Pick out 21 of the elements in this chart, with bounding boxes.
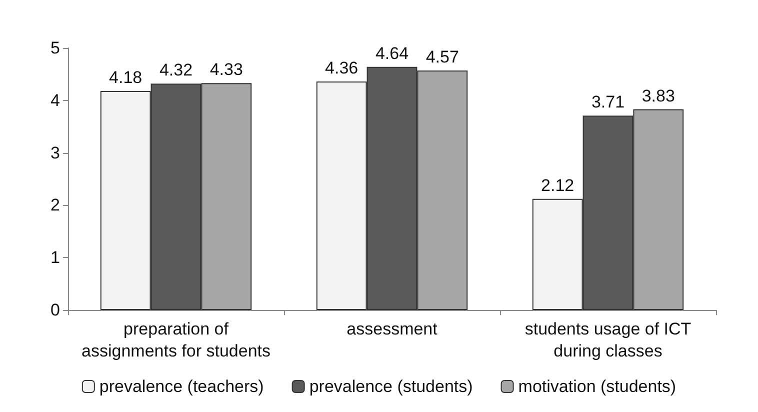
y-tick-label: 0 [50, 300, 60, 320]
data-label: 4.33 [210, 60, 243, 80]
x-tick-label: assessment [346, 320, 438, 338]
data-label: 2.12 [541, 176, 574, 195]
data-label: 4.36 [325, 58, 358, 78]
y-tick-label: 1 [50, 248, 60, 268]
x-tick-label: preparation of assignments for students [82, 320, 270, 360]
legend-label: prevalence (students) [309, 377, 473, 396]
data-label: 3.71 [591, 92, 625, 112]
data-label: 4.18 [109, 68, 142, 87]
data-label: 4.64 [375, 44, 409, 63]
y-tick-label: 4 [50, 90, 60, 110]
y-tick-label: 5 [50, 38, 60, 58]
data-label: 4.57 [426, 48, 459, 67]
y-tick-label: 2 [50, 196, 60, 215]
y-tick-label: 3 [50, 143, 60, 162]
legend-label: motivation (students) [518, 377, 676, 396]
legend-label: prevalence (teachers) [99, 377, 264, 396]
data-label: 3.83 [642, 86, 675, 106]
data-label: 4.32 [159, 60, 193, 80]
x-tick-label: students usage of ICT during classes [524, 320, 692, 360]
